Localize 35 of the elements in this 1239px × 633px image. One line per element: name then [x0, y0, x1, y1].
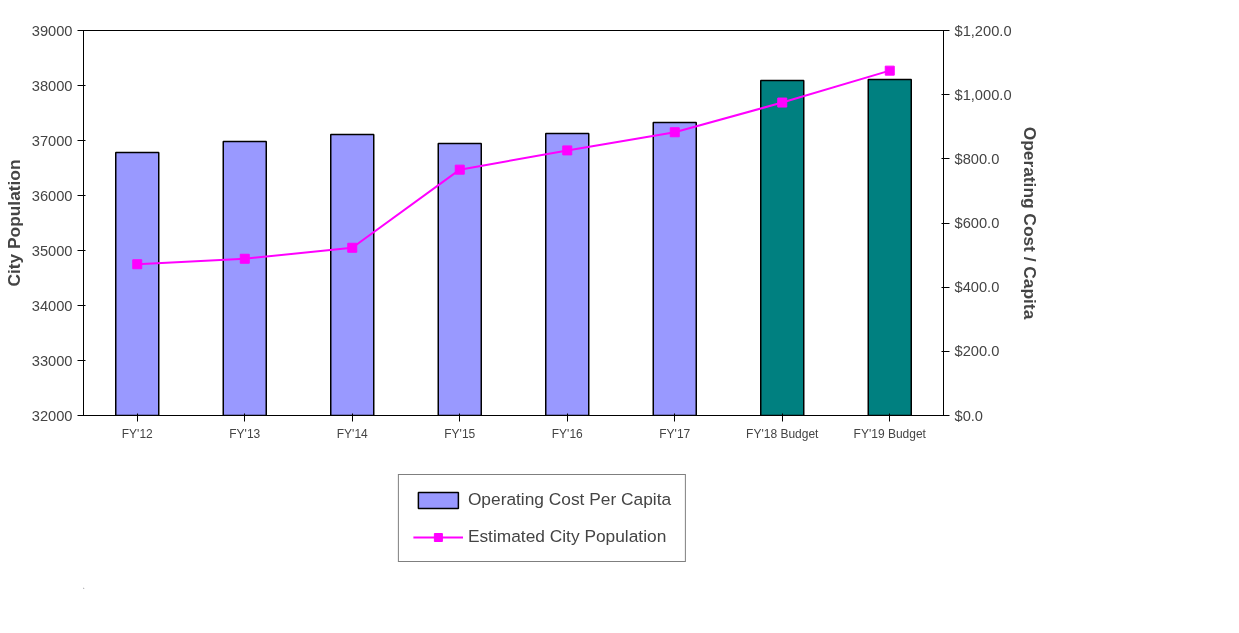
y-tick-label: 33000	[31, 352, 73, 369]
y-tick-label: 32000	[31, 407, 73, 424]
point	[347, 242, 358, 253]
point	[132, 259, 143, 270]
x-tick-label: FY'18 Budget	[746, 426, 820, 441]
y-tick-label: 37000	[31, 132, 73, 149]
y2-tick-label: $800.0	[954, 150, 1000, 167]
y-tick-label: 36000	[31, 187, 73, 204]
point	[669, 127, 680, 138]
x-tick-label: FY'19 Budget	[853, 426, 927, 441]
point	[562, 145, 573, 156]
legend-label: Estimated City Population	[467, 526, 667, 547]
point	[884, 65, 895, 76]
y2-tick-label: $1,200.0	[954, 22, 1012, 39]
y2-tick-label: $400.0	[954, 279, 1000, 296]
y2-tick-label: $600.0	[954, 215, 1000, 231]
y-tick-label: 35000	[31, 242, 73, 259]
point	[239, 253, 250, 264]
y2-tick-label: $1,000.0	[954, 86, 1012, 103]
x-tick-label: FY'13	[229, 426, 261, 441]
x-tick-label: FY'14	[336, 426, 369, 441]
y-tick-label: 34000	[31, 297, 73, 314]
y-axis-title: City Population	[3, 159, 24, 287]
legend-label: Operating Cost Per Capita	[467, 489, 672, 510]
y2-tick-label: $0.0	[954, 407, 984, 424]
y-tick-label: 38000	[31, 77, 73, 94]
point	[777, 97, 788, 108]
x-tick-label: FY'15	[444, 426, 476, 441]
y-tick-label: 39000	[31, 22, 73, 39]
y2-tick-label: $200.0	[954, 343, 1000, 360]
x-tick-label: FY'17	[659, 426, 691, 441]
x-tick-label: FY'12	[121, 426, 154, 441]
y2-axis-title: Operating Cost / Capita	[1019, 126, 1040, 320]
x-tick-label: FY'16	[551, 426, 584, 441]
point	[454, 164, 465, 175]
